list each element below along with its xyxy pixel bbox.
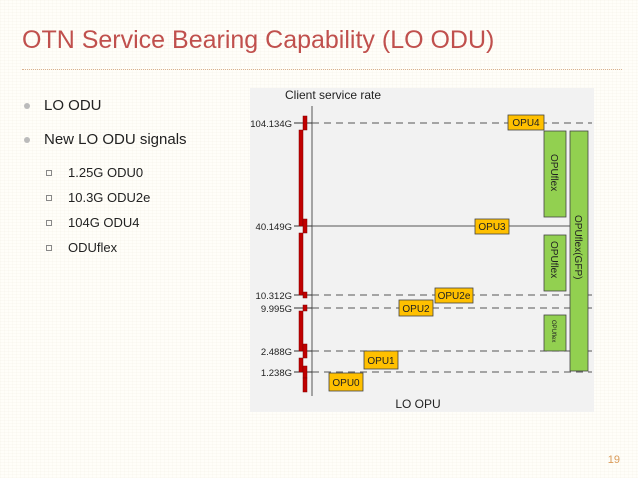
opu2e-box: OPU2e xyxy=(434,287,474,304)
rate-bar-9-9g xyxy=(302,304,308,312)
opu3-box: OPU3 xyxy=(474,218,510,235)
bullet-item: New LO ODU signals xyxy=(22,130,242,164)
opuflex-label: OPUflex xyxy=(550,320,556,342)
opu0-label: OPU0 xyxy=(332,378,360,389)
rate-bar-range-lower xyxy=(298,310,304,352)
sub-bullet-item: 1.25G ODU0 xyxy=(22,164,242,189)
opuflex-box-lower: OPUflex xyxy=(543,314,567,352)
y-axis-label: Client service rate xyxy=(285,88,381,102)
rate-bar-10-3g xyxy=(302,291,308,299)
x-axis-label: LO OPU xyxy=(395,397,440,411)
rate-bar-range-upper xyxy=(298,129,304,227)
sub-bullet-item: 10.3G ODU2e xyxy=(22,189,242,214)
rate-label: 10.312G xyxy=(256,291,292,302)
rate-bar-2-4g xyxy=(302,343,308,359)
rate-bar-range-low xyxy=(298,357,304,373)
rate-label: 104.134G xyxy=(250,119,292,130)
opuflex-box-mid: OPUflex xyxy=(543,234,567,292)
opu1-label: OPU1 xyxy=(367,356,395,367)
opu2-box: OPU2 xyxy=(398,299,434,317)
opu4-label: OPU4 xyxy=(512,118,540,129)
rate-bar-range-mid xyxy=(298,232,304,296)
opu3-label: OPU3 xyxy=(478,222,506,233)
opu1-box: OPU1 xyxy=(363,350,399,370)
rate-label: 9.995G xyxy=(261,304,292,315)
rate-label: 1.238G xyxy=(261,368,292,379)
opu4-box: OPU4 xyxy=(507,114,545,131)
bullet-item: LO ODU xyxy=(22,96,242,130)
rate-range-bars xyxy=(298,115,308,393)
slide-title: OTN Service Bearing Capability (LO ODU) xyxy=(22,26,495,54)
opuflex-gfp-label: OPUflex(GFP) xyxy=(572,215,583,279)
rate-bar-1-2g xyxy=(302,365,308,379)
odu-capability-diagram: Client service rate LO OPU 104.134G 40.1… xyxy=(250,88,594,412)
rate-label: 2.488G xyxy=(261,347,292,358)
opuflex-label: OPUflex xyxy=(548,154,559,191)
opu2-label: OPU2 xyxy=(402,304,430,315)
opu2e-label: OPU2e xyxy=(438,291,471,302)
title-divider xyxy=(22,69,622,70)
sub-bullet-item: ODUflex xyxy=(22,239,242,264)
diagram-svg: Client service rate LO OPU 104.134G 40.1… xyxy=(250,88,592,411)
bullet-list: LO ODU New LO ODU signals 1.25G ODU0 10.… xyxy=(22,96,242,264)
rate-bar-bottom xyxy=(302,377,308,393)
rate-bar-40g xyxy=(302,218,308,234)
rate-bar-104g xyxy=(302,115,308,131)
opuflex-box-upper: OPUflex xyxy=(543,130,567,218)
page-number: 19 xyxy=(607,454,620,466)
sub-bullet-item: 104G ODU4 xyxy=(22,214,242,239)
rate-label: 40.149G xyxy=(256,222,292,233)
opu0-box: OPU0 xyxy=(328,372,364,392)
opuflex-gfp-box: OPUflex(GFP) xyxy=(569,130,589,372)
opuflex-label: OPUflex xyxy=(548,241,559,278)
